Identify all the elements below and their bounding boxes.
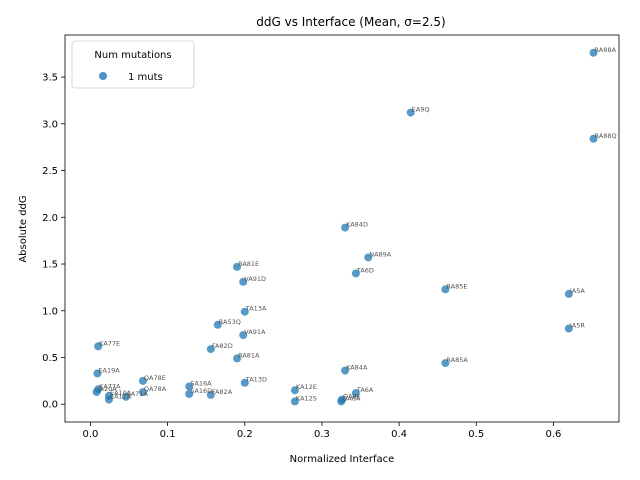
data-point-label: IA5A <box>570 287 585 295</box>
data-point <box>351 269 360 278</box>
data-point-label: QA8A <box>342 394 361 402</box>
data-point-label: KA84D <box>346 221 368 229</box>
data-point-label: TA6A <box>356 386 374 394</box>
data-point-label: EA10A <box>110 389 132 397</box>
data-point <box>93 369 102 378</box>
y-axis-title: Absolute ddG <box>18 195 29 262</box>
data-point-label: SA16D <box>190 387 212 395</box>
data-point-label: RA88Q <box>595 132 617 140</box>
data-point <box>564 324 573 333</box>
data-point <box>233 262 242 271</box>
data-point <box>240 307 249 316</box>
data-point <box>213 320 222 329</box>
x-axis: 0.0 0.1 0.2 0.3 0.4 0.5 0.6 <box>83 422 561 440</box>
data-point-label: TA13A <box>245 305 267 313</box>
data-point <box>341 223 350 232</box>
data-point-label: KA12E <box>296 383 317 391</box>
legend-entry-label: 1 muts <box>128 72 163 83</box>
data-point <box>239 331 248 340</box>
y-tick-label: 3.0 <box>42 119 58 130</box>
data-point <box>406 108 415 117</box>
y-tick-label: 0.5 <box>42 353 58 364</box>
data-point <box>104 395 113 404</box>
data-point-label: QA8E <box>343 393 361 401</box>
data-point-label: IA5R <box>570 322 585 330</box>
data-point-label: RA88A <box>595 46 617 54</box>
point-labels: RA88A EA9Q RA88Q KA84D NA89A RA81E TA6D VA91D RA… <box>98 46 617 403</box>
data-point-label: VA91D <box>244 275 266 283</box>
data-point-label: RA85E <box>446 282 467 290</box>
legend: Num mutations 1 muts <box>71 40 195 89</box>
data-point-label: NA89A <box>369 250 392 258</box>
y-tick-label: 0.0 <box>42 400 58 411</box>
y-tick-label: 3.5 <box>42 73 58 84</box>
x-tick-label: 0.1 <box>160 429 176 440</box>
y-tick-label: 2.5 <box>42 166 58 177</box>
data-point <box>138 388 147 397</box>
x-tick-label: 0.6 <box>545 429 561 440</box>
data-point <box>337 397 346 406</box>
legend-title: Num mutations <box>94 50 171 61</box>
scatter-points <box>92 48 598 406</box>
data-point-label: FA82A <box>212 388 233 396</box>
data-point-label: EA19A <box>98 366 120 374</box>
data-point-label: LA71A <box>127 390 148 398</box>
data-point-label: KA77E <box>99 339 120 347</box>
y-tick-label: 1.5 <box>42 260 58 271</box>
data-point-label: RA81A <box>238 351 260 359</box>
data-point-label: KA84A <box>346 364 368 372</box>
data-point-label: KA12S <box>296 394 317 402</box>
data-point-label: RA53Q <box>219 318 241 326</box>
data-point-label: KA77A <box>99 382 121 390</box>
data-point <box>351 389 360 398</box>
data-point <box>441 359 450 368</box>
x-tick-label: 0.3 <box>314 429 330 440</box>
data-point-label: TA13D <box>245 376 267 384</box>
data-point <box>206 390 215 399</box>
data-point <box>185 389 194 398</box>
data-point <box>589 48 598 57</box>
data-point-label: QA78E <box>144 374 166 382</box>
y-tick-label: 2.0 <box>42 213 58 224</box>
data-point <box>290 386 299 395</box>
data-point <box>290 397 299 406</box>
data-point <box>185 382 194 391</box>
data-point-label: IA20A <box>98 385 118 393</box>
data-point <box>589 134 598 143</box>
data-point <box>240 378 249 387</box>
chart-title: ddG vs Interface (Mean, σ=2.5) <box>256 15 446 29</box>
data-point <box>239 277 248 286</box>
data-point <box>121 392 130 401</box>
x-tick-label: 0.5 <box>468 429 484 440</box>
data-point <box>206 345 215 354</box>
x-tick-label: 0.4 <box>391 429 407 440</box>
data-point <box>92 388 101 397</box>
data-point <box>564 289 573 298</box>
y-tick-label: 1.0 <box>42 306 58 317</box>
data-point <box>138 376 147 385</box>
data-point-label: EA11A <box>110 393 132 401</box>
data-point <box>441 285 450 294</box>
x-axis-title: Normalized Interface <box>290 454 395 465</box>
data-point-label: FA82D <box>212 342 233 350</box>
y-axis: 0.0 0.5 1.0 1.5 2.0 2.5 3.0 3.5 <box>42 73 65 411</box>
data-point <box>233 354 242 363</box>
data-point-label: RA81E <box>238 260 259 268</box>
data-point-label: EA9Q <box>412 106 430 114</box>
data-point-label: RA85A <box>446 356 468 364</box>
x-tick-label: 0.0 <box>83 429 99 440</box>
data-point-label: SA16A <box>190 379 212 387</box>
data-point <box>364 253 373 262</box>
data-point-label: TA6D <box>356 266 374 274</box>
data-point-label: VA91A <box>244 328 266 336</box>
data-point <box>341 366 350 375</box>
legend-marker <box>99 72 107 80</box>
data-point-label: QA78A <box>144 385 167 393</box>
x-tick-label: 0.2 <box>237 429 253 440</box>
data-point <box>94 342 103 351</box>
